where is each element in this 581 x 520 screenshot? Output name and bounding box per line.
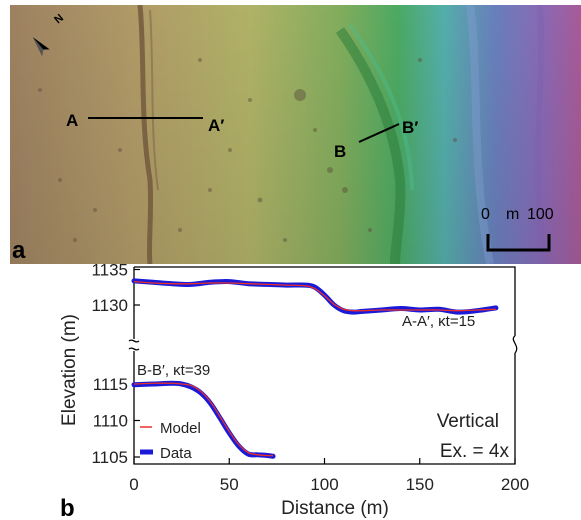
panel-b-label: b xyxy=(60,495,75,520)
y-tick-label: 1110 xyxy=(93,412,128,431)
x-tick-label: 150 xyxy=(406,475,434,494)
elevation-chart: 1130 1135 1105 1110 1115 0 50 100 150 200 A-A′, … xyxy=(59,261,529,520)
scale-unit-label: m xyxy=(506,206,519,223)
axis-break-left xyxy=(128,339,140,351)
legend-data-label: Data xyxy=(160,445,192,462)
scale-zero-label: 0 xyxy=(481,206,490,223)
x-axis-label: Distance (m) xyxy=(281,498,389,519)
legend: Model Data xyxy=(140,420,201,462)
scale-end-label: 100 xyxy=(527,206,554,223)
series-1-model-line xyxy=(133,382,274,457)
y-tick-label: 1115 xyxy=(93,375,128,394)
scale-bar xyxy=(486,234,551,252)
y-axis-ticks: 1130 1135 1105 1110 1115 xyxy=(91,261,140,467)
y-tick-label: 1135 xyxy=(91,261,128,280)
north-arrow-icon xyxy=(33,37,50,56)
crater-field xyxy=(38,58,457,242)
profile-b-end-label: B′ xyxy=(402,118,418,137)
profile-a-end-label: A′ xyxy=(208,116,224,135)
terrain-map: N A A′ B B′ 0 m 100 a xyxy=(10,5,581,264)
axis-break-right xyxy=(512,335,518,354)
profile-a-start-label: A xyxy=(66,111,78,130)
x-tick-label: 100 xyxy=(310,475,338,494)
x-tick-label: 50 xyxy=(220,475,239,494)
y-tick-label: 1130 xyxy=(91,296,128,315)
x-tick-label: 200 xyxy=(501,475,529,494)
y-axis-label: Elevation (m) xyxy=(59,314,80,426)
x-tick-label: 0 xyxy=(129,475,138,494)
series-layer xyxy=(131,278,499,459)
scarp-a xyxy=(137,5,154,264)
scarp-b xyxy=(335,27,406,264)
panel-a-label: a xyxy=(12,237,26,264)
series-label-b: B-B′, κt=39 xyxy=(137,362,210,379)
series-0-model-line xyxy=(133,280,496,312)
legend-model-label: Model xyxy=(160,420,201,437)
annotation-vertical: Vertical xyxy=(437,411,499,432)
annotation-exaggeration: Ex. = 4x xyxy=(440,441,510,462)
series-0-data-line xyxy=(131,278,499,315)
y-tick-label: 1105 xyxy=(91,448,128,467)
profile-b-start-label: B xyxy=(334,142,346,161)
profile-line-b xyxy=(358,123,400,143)
x-axis-ticks: 0 50 100 150 200 xyxy=(129,458,529,494)
series-label-a: A-A′, κt=15 xyxy=(402,313,475,330)
